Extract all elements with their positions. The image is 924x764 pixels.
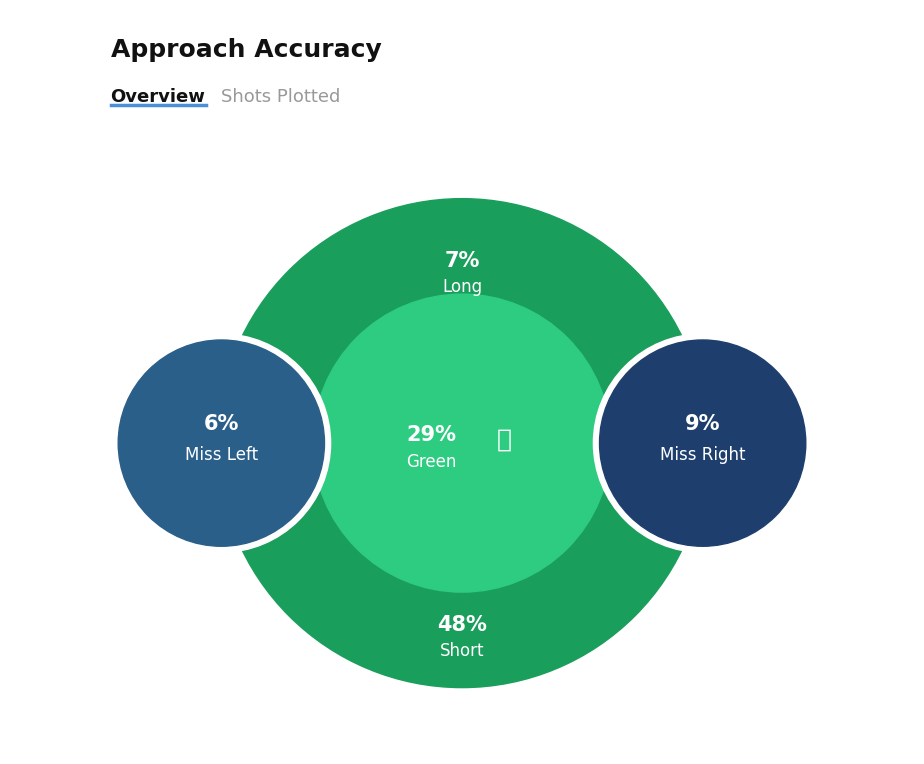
Text: Short: Short bbox=[440, 642, 484, 660]
Circle shape bbox=[313, 294, 611, 592]
Text: 29%: 29% bbox=[407, 426, 456, 445]
Text: Miss Right: Miss Right bbox=[660, 445, 746, 464]
Text: 48%: 48% bbox=[437, 615, 487, 635]
Text: Long: Long bbox=[442, 277, 482, 296]
Text: 9%: 9% bbox=[685, 414, 721, 434]
Circle shape bbox=[593, 334, 812, 552]
Text: 7%: 7% bbox=[444, 251, 480, 271]
Text: ⛳: ⛳ bbox=[496, 427, 512, 452]
Text: Green: Green bbox=[407, 453, 456, 471]
Text: 6%: 6% bbox=[203, 414, 239, 434]
Text: Shots Plotted: Shots Plotted bbox=[222, 88, 341, 106]
Text: Approach Accuracy: Approach Accuracy bbox=[111, 38, 382, 62]
Text: Miss Left: Miss Left bbox=[185, 445, 258, 464]
Circle shape bbox=[112, 334, 331, 552]
Circle shape bbox=[217, 199, 707, 688]
Circle shape bbox=[600, 340, 806, 546]
Text: Overview: Overview bbox=[111, 88, 205, 106]
Circle shape bbox=[118, 340, 324, 546]
